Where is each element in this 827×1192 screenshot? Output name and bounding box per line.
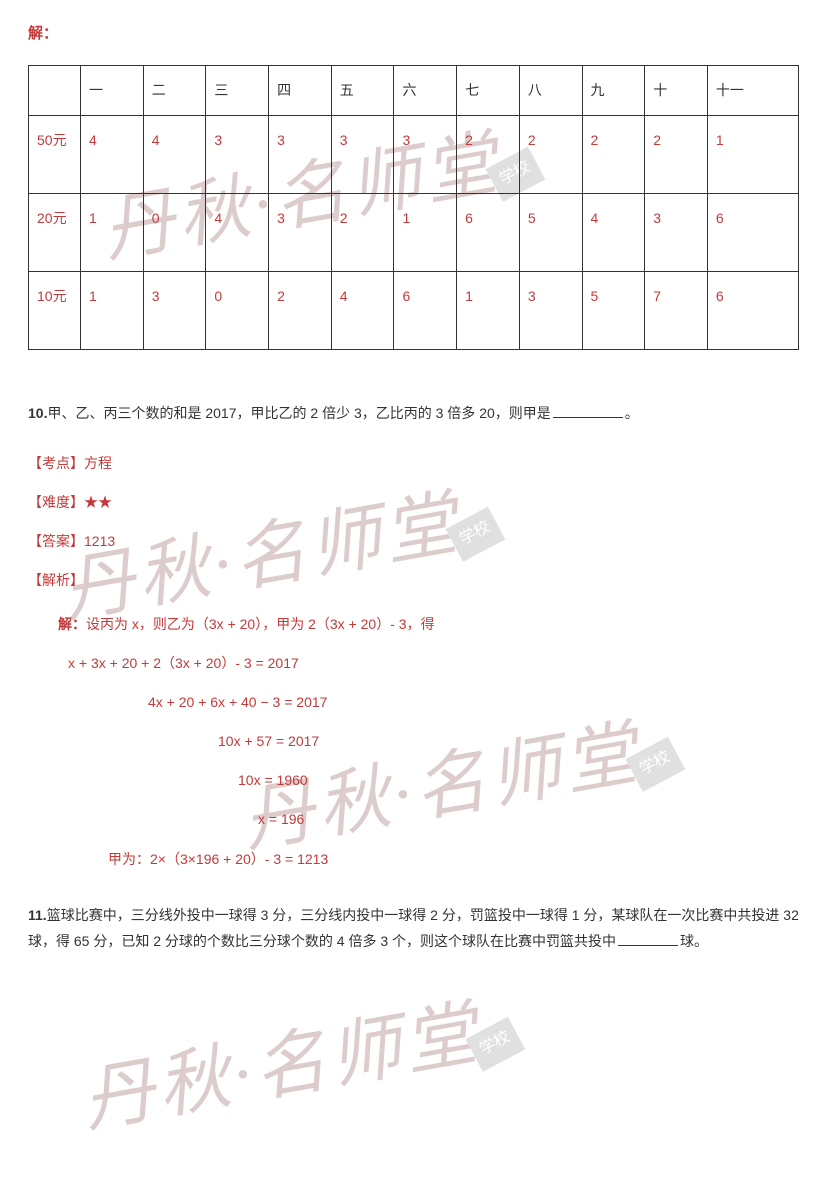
table-cell: 3 xyxy=(269,194,332,272)
table-cell: 6 xyxy=(457,194,520,272)
solution-step-1: x + 3x + 20 + 2（3x + 20）- 3 = 2017 xyxy=(28,651,799,676)
blank xyxy=(553,404,623,418)
kaodian-value: 方程 xyxy=(84,455,112,471)
table-cell: 1 xyxy=(81,194,144,272)
table-header-cell: 五 xyxy=(331,66,394,116)
kaodian-label: 【考点】 xyxy=(28,455,84,471)
jiexi-line: 【解析】 xyxy=(28,568,799,593)
table-cell: 1 xyxy=(457,272,520,350)
watermark-4: 丹秋·名师堂学校 xyxy=(72,963,528,1167)
table-cell: 0 xyxy=(143,194,206,272)
table-header-cell: 七 xyxy=(457,66,520,116)
problem-11-text2: 球。 xyxy=(680,933,708,949)
table-cell: 7 xyxy=(645,272,708,350)
table-cell: 3 xyxy=(645,194,708,272)
solution-intro-bold: 解： xyxy=(58,616,86,632)
table-cell: 1 xyxy=(707,116,798,194)
solution-intro: 解：设丙为 x，则乙为（3x + 20），甲为 2（3x + 20）- 3，得 xyxy=(28,612,799,637)
jiexi-label: 【解析】 xyxy=(28,572,84,588)
table-header-row: 一 二 三 四 五 六 七 八 九 十 十一 xyxy=(29,66,799,116)
table-cell: 6 xyxy=(394,272,457,350)
table-cell: 3 xyxy=(206,116,269,194)
problem-10: 10.甲、乙、丙三个数的和是 2017，甲比乙的 2 倍少 3，乙比丙的 3 倍… xyxy=(28,400,799,427)
nandu-label: 【难度】 xyxy=(28,494,84,510)
daan-line: 【答案】1213 xyxy=(28,529,799,554)
table-cell: 5 xyxy=(582,272,645,350)
problem-10-number: 10. xyxy=(28,405,47,421)
table-row-label: 10元 xyxy=(29,272,81,350)
table-cell: 2 xyxy=(457,116,520,194)
problem-10-text-after: 。 xyxy=(625,405,639,421)
table-cell: 1 xyxy=(81,272,144,350)
table-cell: 2 xyxy=(269,272,332,350)
table-row-label: 50元 xyxy=(29,116,81,194)
table-row: 10元 1 3 0 2 4 6 1 3 5 7 6 xyxy=(29,272,799,350)
table-cell: 2 xyxy=(582,116,645,194)
table-cell: 6 xyxy=(707,272,798,350)
solution-step-5: x = 196 xyxy=(28,807,799,832)
table-cell: 6 xyxy=(707,194,798,272)
nandu-value: ★★ xyxy=(84,494,112,510)
table-cell: 0 xyxy=(206,272,269,350)
table-cell: 1 xyxy=(394,194,457,272)
table-cell: 4 xyxy=(331,272,394,350)
table-cell: 4 xyxy=(582,194,645,272)
table-cell: 3 xyxy=(394,116,457,194)
table-cell: 4 xyxy=(143,116,206,194)
table-row-label: 20元 xyxy=(29,194,81,272)
daan-value: 1213 xyxy=(84,533,115,549)
analysis-block: 解：设丙为 x，则乙为（3x + 20），甲为 2（3x + 20）- 3，得 … xyxy=(28,612,799,872)
solution-step-4: 10x = 1960 xyxy=(28,768,799,793)
table-row: 50元 4 4 3 3 3 3 2 2 2 2 1 xyxy=(29,116,799,194)
table-cell: 2 xyxy=(331,194,394,272)
problem-11-number: 11. xyxy=(28,907,47,923)
table-header-cell: 十一 xyxy=(707,66,798,116)
table-header-cell: 九 xyxy=(582,66,645,116)
table-cell: 4 xyxy=(206,194,269,272)
table-header-cell xyxy=(29,66,81,116)
table-cell: 3 xyxy=(519,272,582,350)
table-cell: 2 xyxy=(645,116,708,194)
table-header-cell: 十 xyxy=(645,66,708,116)
solution-header: 解： xyxy=(28,20,799,47)
table-header-cell: 二 xyxy=(143,66,206,116)
table-cell: 3 xyxy=(143,272,206,350)
table-header-cell: 三 xyxy=(206,66,269,116)
solution-intro-rest: 设丙为 x，则乙为（3x + 20），甲为 2（3x + 20）- 3，得 xyxy=(86,616,435,632)
solution-step-3: 10x + 57 = 2017 xyxy=(28,729,799,754)
table-cell: 4 xyxy=(81,116,144,194)
solution-final: 甲为：2×（3×196 + 20）- 3 = 1213 xyxy=(28,847,799,872)
nandu-line: 【难度】★★ xyxy=(28,490,799,515)
table-header-cell: 一 xyxy=(81,66,144,116)
problem-11: 11.篮球比赛中，三分线外投中一球得 3 分，三分线内投中一球得 2 分，罚篮投… xyxy=(28,902,799,955)
table-cell: 3 xyxy=(331,116,394,194)
blank xyxy=(618,932,678,946)
table-cell: 5 xyxy=(519,194,582,272)
solution-step-2: 4x + 20 + 6x + 40 − 3 = 2017 xyxy=(28,690,799,715)
answer-table: 一 二 三 四 五 六 七 八 九 十 十一 50元 4 4 3 3 3 3 2… xyxy=(28,65,799,350)
table-header-cell: 八 xyxy=(519,66,582,116)
table-cell: 3 xyxy=(269,116,332,194)
table-header-cell: 四 xyxy=(269,66,332,116)
daan-label: 【答案】 xyxy=(28,533,84,549)
table-row: 20元 1 0 4 3 2 1 6 5 4 3 6 xyxy=(29,194,799,272)
kaodian-line: 【考点】方程 xyxy=(28,451,799,476)
problem-10-text-before: 甲、乙、丙三个数的和是 2017，甲比乙的 2 倍少 3，乙比丙的 3 倍多 2… xyxy=(47,405,550,421)
table-header-cell: 六 xyxy=(394,66,457,116)
table-cell: 2 xyxy=(519,116,582,194)
